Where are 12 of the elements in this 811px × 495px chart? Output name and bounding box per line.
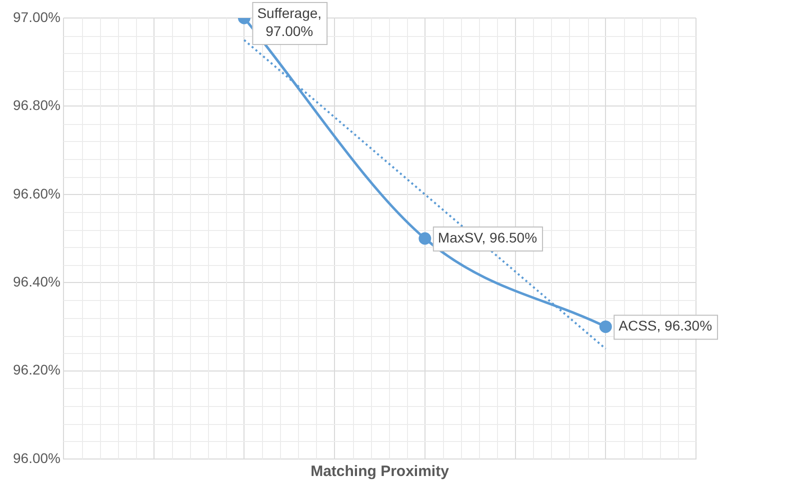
data-label: ACSS, 96.30% xyxy=(618,318,712,334)
y-tick-label: 96.60% xyxy=(13,185,60,202)
y-tick-label: 96.20% xyxy=(13,362,60,378)
y-tick-label: 96.00% xyxy=(13,450,60,466)
x-axis-title: Matching Proximity xyxy=(310,463,450,480)
y-tick-label: 96.80% xyxy=(13,97,60,114)
data-label: MaxSV, 96.50% xyxy=(438,229,538,246)
point xyxy=(418,232,432,245)
y-tick-label: 96.40% xyxy=(13,273,60,290)
y-tick-label: 97.00% xyxy=(13,8,60,25)
data-label: Sufferage, 97.00% xyxy=(257,4,322,39)
point xyxy=(599,320,612,333)
